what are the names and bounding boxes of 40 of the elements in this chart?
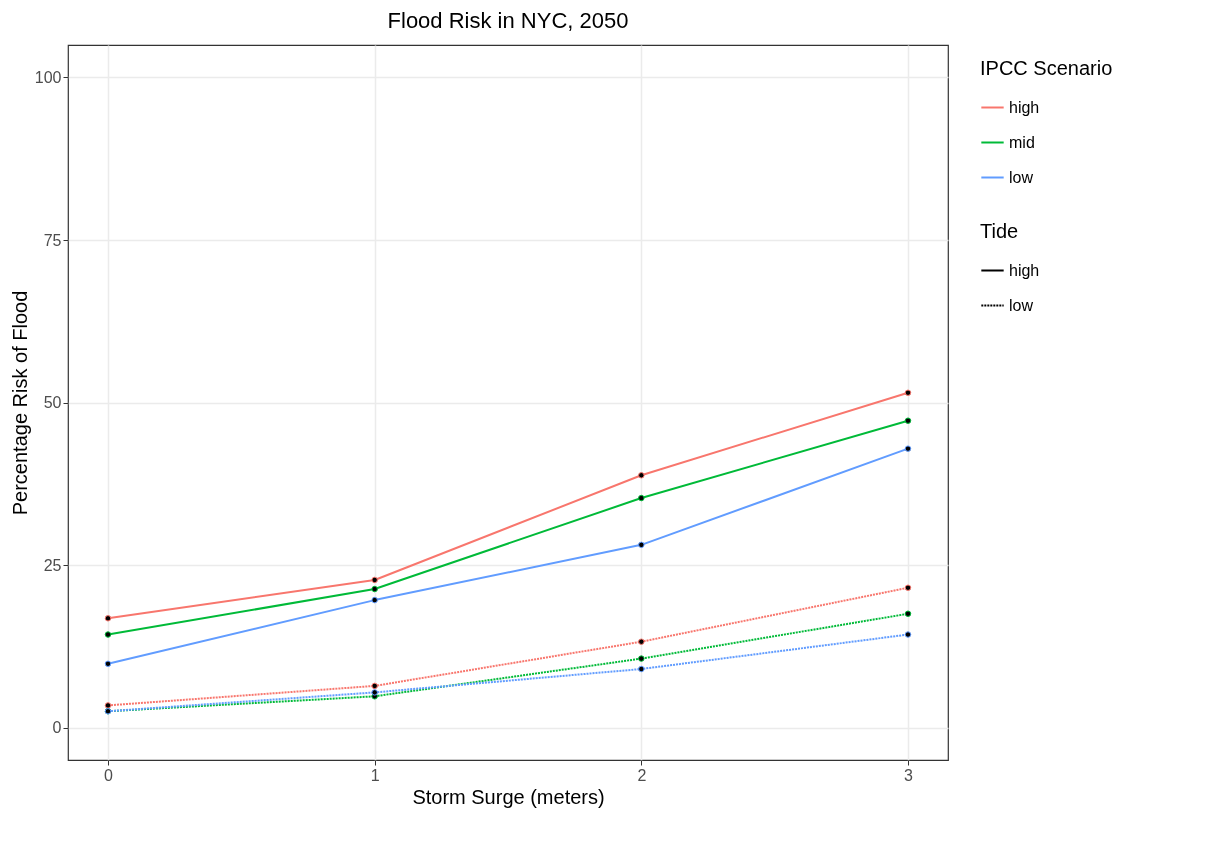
x-tick-label: 1	[370, 766, 380, 784]
y-tick-label: 25	[43, 556, 62, 574]
point	[904, 610, 912, 617]
x-tick-label: 2	[637, 766, 647, 784]
point	[638, 541, 645, 549]
point	[371, 596, 378, 604]
text: high	[1009, 261, 1040, 279]
point	[104, 660, 112, 668]
text: low	[1009, 296, 1034, 314]
text: Tide	[980, 220, 1019, 242]
legend-label: mid	[1009, 133, 1035, 151]
point	[904, 417, 912, 424]
point	[104, 702, 112, 709]
y-tick-label: 50	[43, 394, 62, 411]
point	[371, 689, 378, 696]
point	[371, 585, 378, 593]
point	[371, 682, 378, 690]
legend-label: low	[1009, 168, 1034, 186]
point	[638, 655, 645, 662]
y-axis-title: Percentage Risk of Flood	[8, 290, 31, 516]
point	[904, 631, 912, 638]
point	[904, 584, 912, 591]
chart-title: Flood Risk in NYC, 2050	[387, 8, 629, 33]
point	[904, 445, 912, 452]
point	[638, 665, 645, 673]
point	[638, 638, 645, 645]
point	[104, 615, 112, 622]
y-tick-label: 100	[34, 69, 62, 86]
x-axis-title: Storm Surge (meters)	[412, 785, 605, 808]
point	[904, 389, 912, 396]
point	[638, 494, 645, 502]
y-tick-label: 0	[52, 719, 62, 736]
legend-title: IPCC Scenario	[980, 57, 1113, 79]
y-tick-label: 75	[43, 231, 62, 249]
point	[638, 472, 645, 479]
point	[104, 631, 112, 638]
legend-label: high	[1009, 98, 1040, 116]
x-tick-label: 3	[904, 766, 914, 784]
point	[371, 576, 378, 584]
x-tick-label: 0	[104, 766, 114, 784]
